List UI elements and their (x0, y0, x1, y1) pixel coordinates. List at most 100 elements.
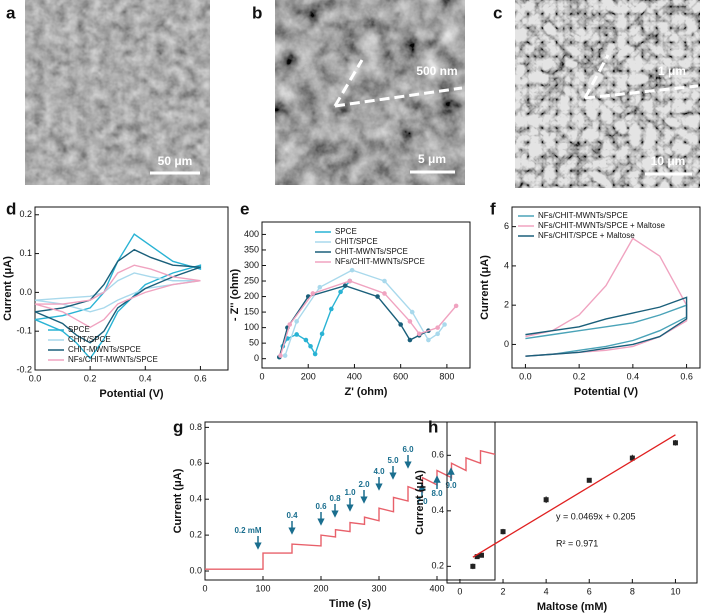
legend-label: CHIT-MWNTs/SPCE (335, 247, 408, 256)
y-tick-label: 0 (504, 339, 509, 349)
x-tick-label: 200 (301, 371, 316, 381)
marker (407, 319, 413, 324)
marker (294, 319, 299, 324)
step-label: 9.0 (445, 481, 457, 490)
fit-line (472, 434, 676, 558)
series-line (34, 264, 201, 329)
inset-guide (583, 54, 610, 99)
x-tick-label: 100 (255, 583, 270, 593)
marker (312, 351, 318, 357)
marker (500, 529, 506, 535)
inset-guide (334, 86, 463, 108)
x-tick-label: 10 (670, 586, 680, 596)
y-tick-label: 150 (244, 306, 259, 316)
plot-frame (446, 421, 698, 584)
x-tick-label: 0.6 (680, 371, 693, 381)
x-tick-label: 6 (587, 586, 592, 596)
marker (375, 294, 380, 299)
plot-frame (511, 206, 701, 369)
marker (347, 278, 353, 284)
y-tick-label: 300 (244, 260, 259, 270)
y-tick-label: 200 (244, 291, 259, 301)
scale-bar-label: 500 nm (416, 64, 457, 78)
y-axis-label: - Z'' (ohm) (229, 269, 241, 322)
panel-letter: h (428, 417, 438, 436)
x-tick-label: 0.2 (573, 371, 586, 381)
step-label: 2.0 (358, 480, 370, 489)
marker (629, 455, 635, 461)
marker (407, 337, 413, 343)
y-tick-label: 4 (504, 260, 509, 270)
marker (586, 477, 592, 483)
y-tick-label: 0.2 (189, 529, 202, 539)
x-axis-label: Z' (ohm) (345, 386, 388, 398)
panel-letter: e (240, 199, 249, 218)
step-label: 1.0 (344, 488, 356, 497)
step-label: 0.4 (286, 511, 298, 520)
x-tick-label: 400 (429, 583, 444, 593)
panel-letter: d (6, 199, 16, 218)
marker (308, 343, 313, 349)
series-line (525, 237, 688, 357)
step-label: 0.2 mM (234, 526, 261, 535)
x-tick-label: 8 (630, 586, 635, 596)
legend-label: NFs/CHIT-MWNTs/SPCE + Maltose (538, 221, 665, 230)
x-tick-label: 0.4 (139, 373, 152, 383)
y-tick-label: 0.6 (189, 458, 202, 468)
series-line (205, 449, 496, 570)
step-label: 7.0 (416, 497, 428, 506)
marker (382, 291, 387, 296)
legend-label: SPCE (335, 227, 357, 236)
panel-letter: b (252, 3, 262, 22)
step-label: 8.0 (431, 489, 443, 498)
marker (672, 440, 678, 446)
marker (470, 563, 476, 569)
step-label: 4.0 (373, 467, 385, 476)
x-tick-label: 800 (439, 371, 454, 381)
marker (478, 552, 484, 558)
series-line (279, 280, 457, 356)
y-tick-label: 0.8 (189, 422, 202, 432)
plot-frame (34, 206, 229, 371)
x-tick-label: 0 (259, 371, 264, 381)
x-axis-label: Potential (V) (574, 386, 639, 398)
y-tick-label: 2 (504, 300, 509, 310)
marker (317, 284, 323, 290)
y-tick-label: 0.4 (189, 494, 202, 504)
panel-letter: a (6, 3, 16, 22)
marker (342, 283, 348, 288)
y-axis-label: Current (μA) (479, 255, 491, 320)
legend-label: NFs/CHIT-MWNTs/SPCE (335, 257, 425, 266)
series-line (525, 296, 688, 357)
marker (282, 353, 288, 358)
y-tick-label: 0.4 (431, 505, 444, 515)
x-tick-label: 0 (202, 583, 207, 593)
y-tick-label: -0.1 (16, 326, 32, 336)
x-axis-label: Potential (V) (99, 388, 164, 400)
x-tick-label: 0 (457, 586, 462, 596)
marker (453, 303, 459, 309)
scale-bar-label: 5 μm (418, 152, 446, 166)
x-tick-label: 0.0 (519, 371, 532, 381)
marker (310, 291, 316, 296)
x-tick-label: 0.2 (84, 373, 97, 383)
marker (278, 353, 283, 358)
y-tick-label: 250 (244, 275, 259, 285)
marker (398, 322, 403, 327)
panel-letter: g (173, 417, 183, 436)
x-axis-label: Time (s) (329, 598, 371, 610)
plot-frame (261, 221, 471, 369)
marker (382, 278, 387, 284)
plot-frame (204, 421, 496, 581)
legend-label: SPCE (68, 325, 90, 334)
x-tick-label: 200 (313, 583, 328, 593)
y-tick-label: 0 (254, 353, 259, 363)
inset-guide (584, 84, 699, 100)
marker (474, 554, 480, 560)
marker (409, 309, 415, 315)
legend-label: NFs/CHIT/SPCE + Maltose (538, 231, 635, 240)
x-tick-label: 0.4 (627, 371, 640, 381)
y-tick-label: 6 (504, 221, 509, 231)
